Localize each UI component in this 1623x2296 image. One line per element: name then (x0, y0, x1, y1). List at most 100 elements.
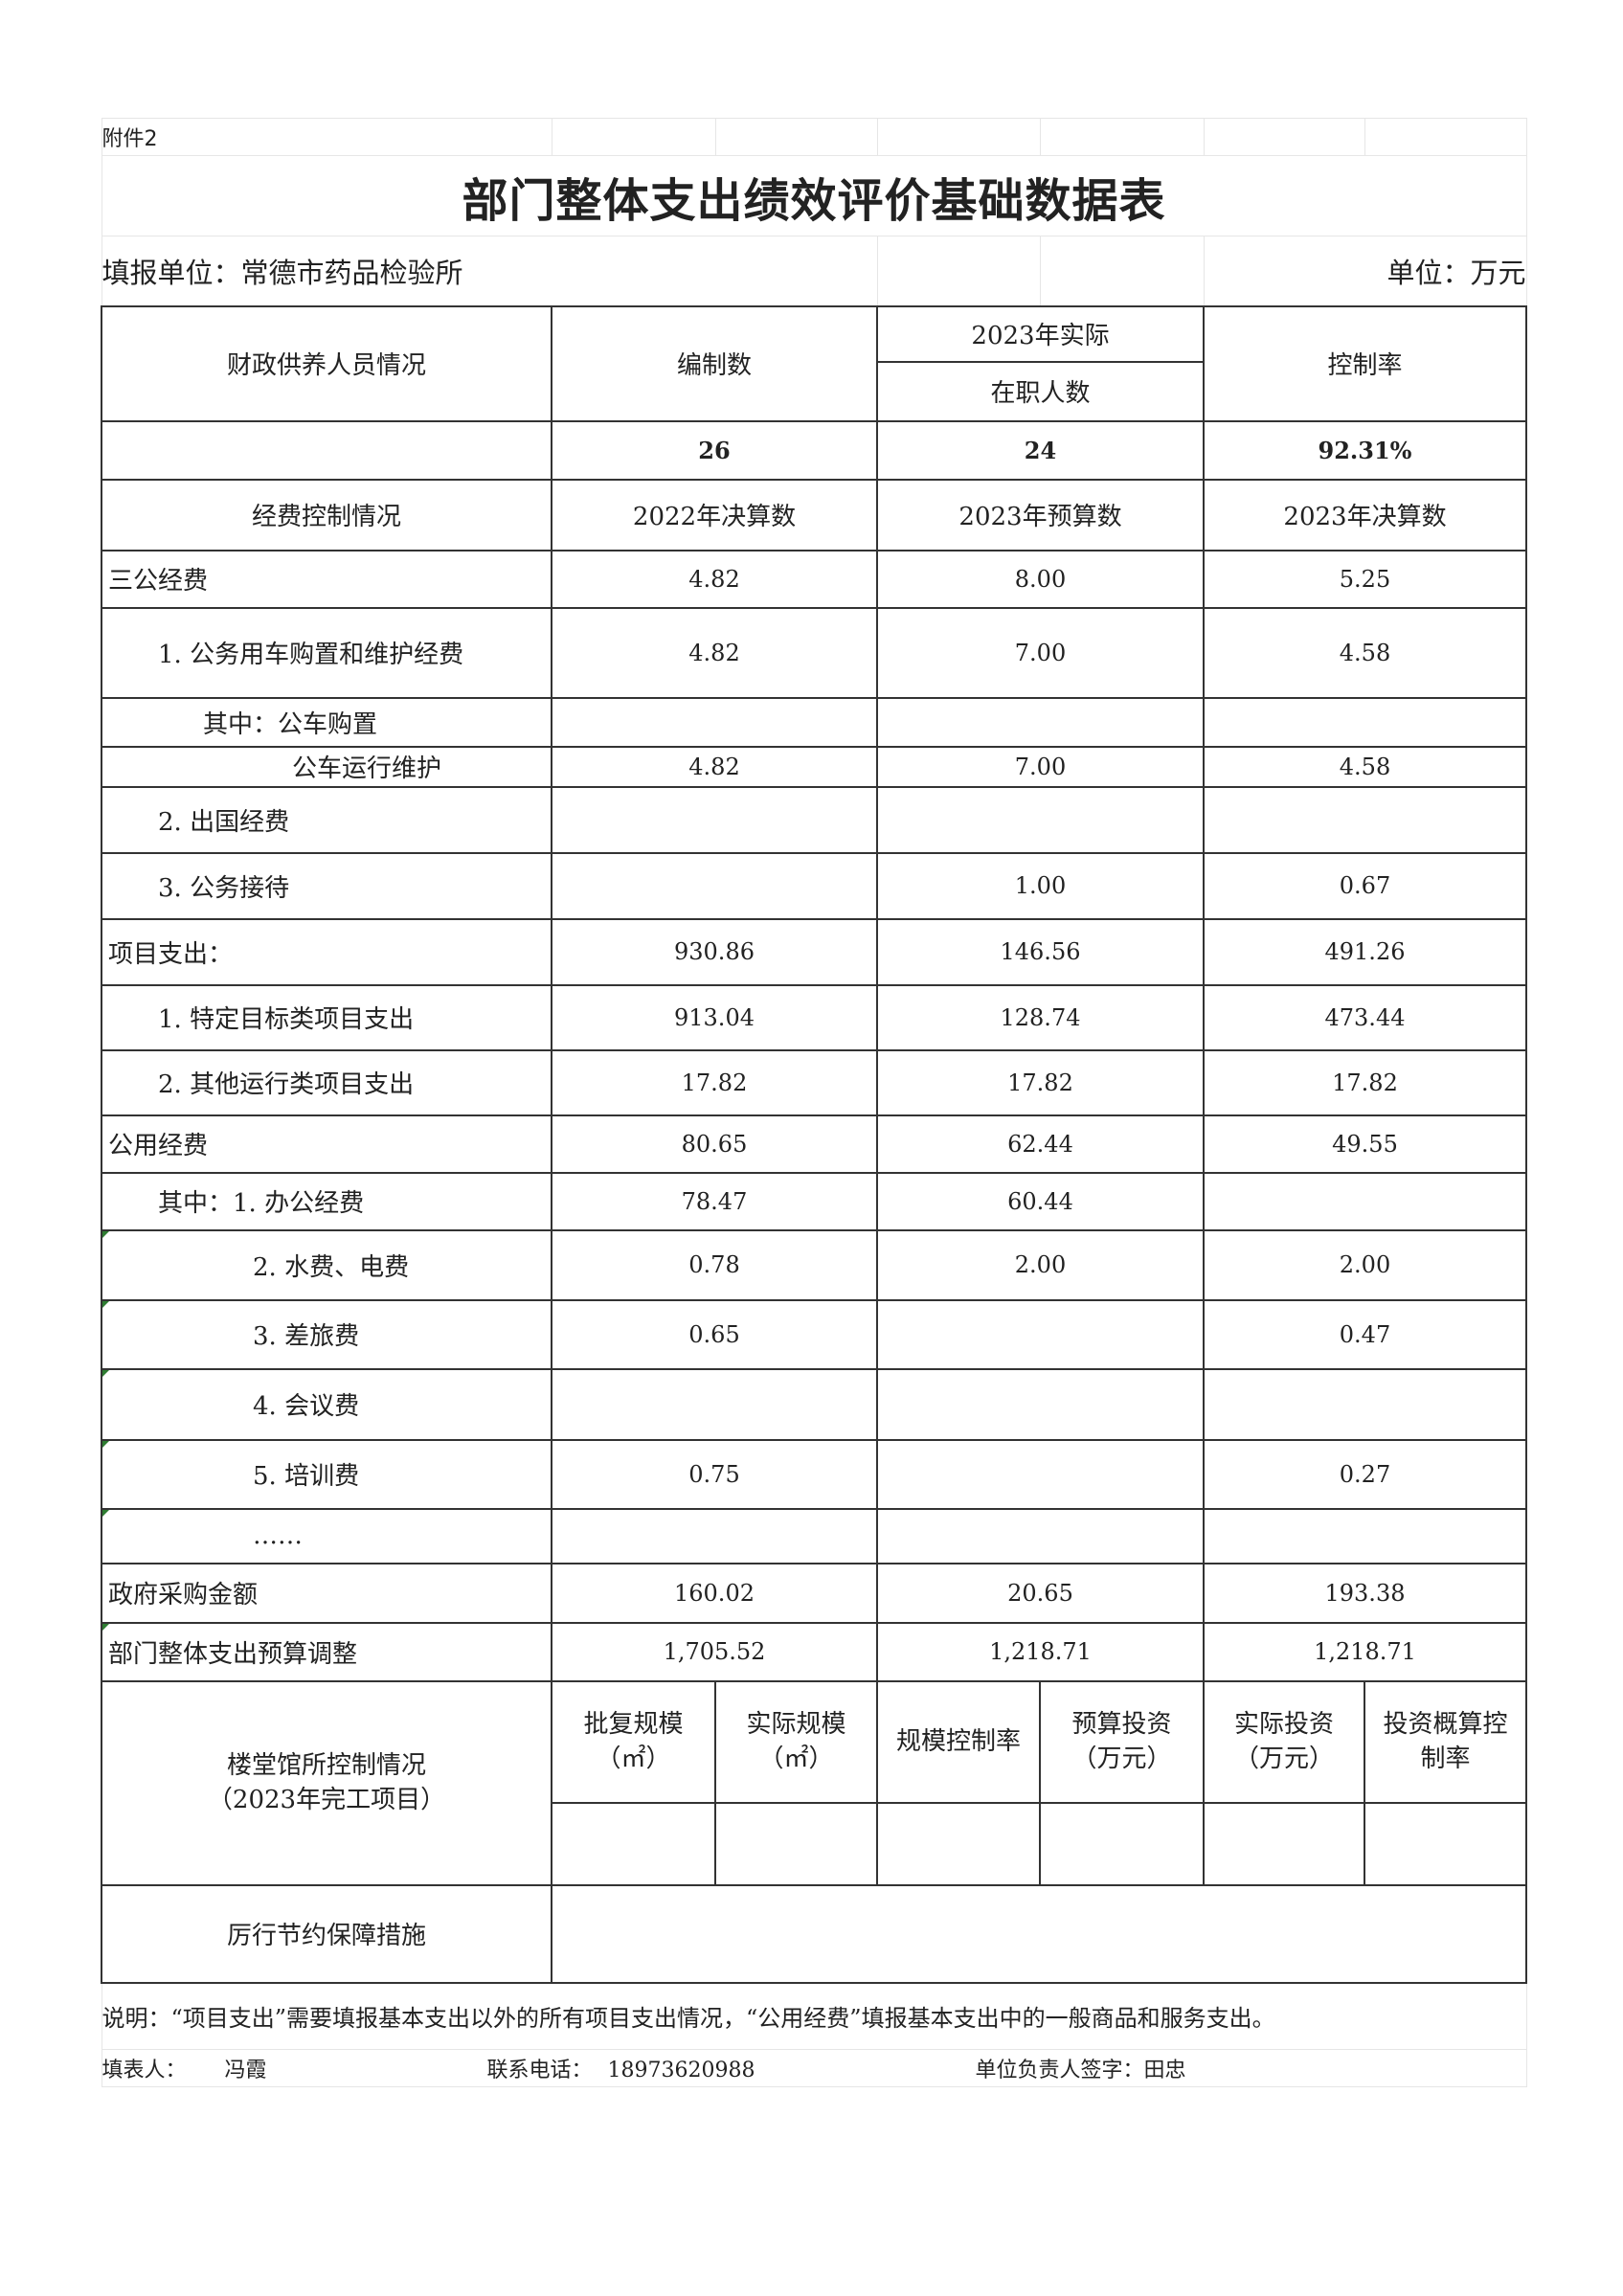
expense-value: 5.25 (1203, 549, 1527, 609)
filler-label: 填表人： (101, 2059, 187, 2082)
col-line1: 实际投资 (1233, 1710, 1334, 1739)
expense-row: 部门整体支出预算调整 1,705.52 1,218.71 1,218.71 (101, 1621, 1527, 1682)
filler-name: 冯霞 (224, 2059, 267, 2082)
label-text: 2. 水费、电费 (253, 1252, 410, 1282)
col-line2: （㎡） (758, 1745, 834, 1773)
col-line1: 预算投资 (1071, 1710, 1172, 1739)
expense-row: 公用经费 80.65 62.44 49.55 (101, 1114, 1527, 1174)
building-label-line1: 楼堂馆所控制情况 (226, 1751, 426, 1780)
expense-row-label: 项目支出： (101, 917, 552, 986)
expense-row: 政府采购金额 160.02 20.65 193.38 (101, 1562, 1527, 1624)
expense-value: 8.00 (876, 549, 1205, 609)
expense-col-2023-budget: 2023年预算数 (876, 478, 1205, 551)
expense-row-label: 2. 出国经费 (101, 785, 552, 854)
performance-data-table: 附件2 部门整体支出绩效评价基础数据表 填报单位：常德市药品检验所 单位：万元 … (101, 118, 1527, 2087)
expense-row-label: 2. 水费、电费 (101, 1228, 552, 1301)
staff-col-rate: 控制率 (1203, 304, 1527, 422)
expense-value: 78.47 (551, 1171, 878, 1231)
label-text: 3. 公务接待 (158, 873, 290, 903)
expense-value: 930.86 (551, 917, 878, 986)
staff-col-quota: 编制数 (551, 304, 878, 422)
label-text: 2. 出国经费 (158, 807, 290, 837)
col-line1: 规模控制率 (895, 1727, 1021, 1756)
staff-actual-value: 24 (876, 419, 1205, 481)
col-line1: 实际规模 (746, 1710, 846, 1739)
expense-value (1203, 1367, 1527, 1441)
expense-value: 17.82 (551, 1048, 878, 1116)
expense-value: 2.00 (1203, 1228, 1527, 1301)
expense-row: 4. 会议费 (101, 1367, 1527, 1441)
label-text: …… (253, 1521, 303, 1550)
expense-row: 公车运行维护 4.82 7.00 4.58 (101, 745, 1527, 788)
footer: 填表人： 冯霞 联系电话： 18973620988 单位负责人签字：田忠 (101, 2049, 1527, 2087)
building-col-approved: 批复规模 （㎡） (551, 1679, 716, 1804)
austerity-value (551, 1883, 1527, 1984)
expense-value: 128.74 (876, 983, 1205, 1051)
label-text: 政府采购金额 (108, 1581, 259, 1609)
col-line2: 制率 (1420, 1745, 1471, 1773)
expense-value: 0.47 (1203, 1298, 1527, 1370)
expense-row-label: 3. 公务接待 (101, 851, 552, 920)
note: 说明：“项目支出”需要填报基本支出以外的所有项目支出情况，“公用经费”填报基本支… (101, 1981, 1527, 2050)
expense-value (876, 696, 1205, 747)
building-col-budget-invest: 预算投资 （万元） (1039, 1679, 1205, 1804)
expense-value: 4.58 (1203, 606, 1527, 699)
expense-row-label: 其中：1. 办公经费 (101, 1171, 552, 1231)
filing-unit: 填报单位：常德市药品检验所 (101, 236, 878, 306)
cell-marker-icon (103, 1301, 109, 1308)
expense-value (876, 1367, 1205, 1441)
expense-row: 2. 出国经费 (101, 785, 1527, 854)
unit-head-signature: 单位负责人签字：田忠 (975, 2059, 1186, 2082)
building-cell (1039, 1801, 1205, 1886)
expense-header-label: 经费控制情况 (101, 478, 552, 551)
expense-value: 7.00 (876, 745, 1205, 788)
cell-marker-icon (103, 1441, 109, 1448)
cell-marker-icon (103, 1624, 109, 1631)
expense-row: 3. 公务接待 1.00 0.67 (101, 851, 1527, 920)
expense-value: 17.82 (1203, 1048, 1527, 1116)
expense-value: 60.44 (876, 1171, 1205, 1231)
expense-row-label: 公用经费 (101, 1114, 552, 1174)
expense-value: 7.00 (876, 606, 1205, 699)
expense-value (551, 1507, 878, 1564)
expense-value (876, 785, 1205, 854)
page-title: 部门整体支出绩效评价基础数据表 (101, 155, 1527, 236)
expense-value (551, 851, 878, 920)
expense-value: 4.82 (551, 606, 878, 699)
expense-value: 0.67 (1203, 851, 1527, 920)
label-text: 2. 其他运行类项目支出 (158, 1070, 415, 1099)
col-line1: 投资概算控 (1383, 1710, 1508, 1739)
expense-value: 20.65 (876, 1562, 1205, 1624)
expense-value: 0.75 (551, 1438, 878, 1510)
expense-value: 62.44 (876, 1114, 1205, 1174)
expense-value: 1,705.52 (551, 1621, 878, 1682)
expense-row: 2. 其他运行类项目支出 17.82 17.82 17.82 (101, 1048, 1527, 1116)
expense-row-label: …… (101, 1507, 552, 1564)
staff-col-actual-bottom: 在职人数 (876, 360, 1205, 422)
building-cell (1203, 1801, 1365, 1886)
expense-row: 项目支出： 930.86 146.56 491.26 (101, 917, 1527, 986)
expense-value: 0.78 (551, 1228, 878, 1301)
expense-value (1203, 785, 1527, 854)
building-cell (714, 1801, 878, 1886)
expense-value: 473.44 (1203, 983, 1527, 1051)
expense-value: 1,218.71 (876, 1621, 1205, 1682)
staff-col-actual-top: 2023年实际 (876, 304, 1205, 363)
expense-value (551, 785, 878, 854)
building-col-actual: 实际规模 （㎡） (714, 1679, 878, 1804)
attachment-label: 附件2 (101, 118, 552, 156)
building-cell (1364, 1801, 1527, 1886)
expense-value: 146.56 (876, 917, 1205, 986)
expense-row-label: 2. 其他运行类项目支出 (101, 1048, 552, 1116)
label-text: 其中：公车购置 (203, 709, 378, 739)
expense-row-label: 1. 公务用车购置和维护经费 (101, 606, 552, 699)
building-label-line2: （2023年完工项目） (207, 1786, 446, 1814)
expense-value: 0.27 (1203, 1438, 1527, 1510)
label-text: 公用经费 (108, 1132, 209, 1160)
expense-row: 其中：公车购置 (101, 696, 1527, 747)
col-line2: （万元） (1233, 1745, 1334, 1773)
expense-row-label: 部门整体支出预算调整 (101, 1621, 552, 1682)
label-text: 三公经费 (108, 567, 209, 596)
expense-value (551, 1367, 878, 1441)
expense-value: 491.26 (1203, 917, 1527, 986)
